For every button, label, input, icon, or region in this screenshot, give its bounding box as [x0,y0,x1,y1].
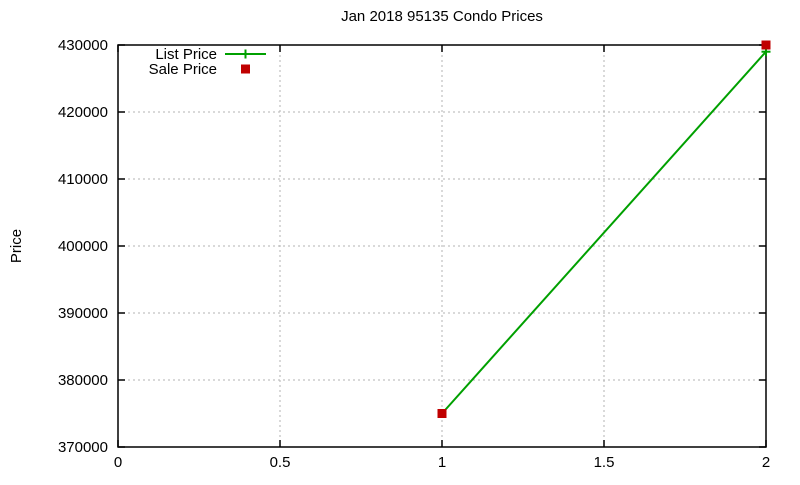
x-tick-label: 2 [762,454,770,471]
tick-labels: 0 0.5 1 1.5 2 370000 380000 390000 400000 410000 4… [58,37,770,471]
plot-border-and-ticks [117,44,767,448]
sale-price-marker [437,409,447,418]
x-tick-label: 0.5 [270,454,291,471]
y-tick-label: 380000 [58,372,108,389]
gridlines [118,45,766,447]
legend-label-sale-price: Sale Price [149,61,217,78]
y-tick-label: 370000 [58,439,108,456]
list-price-line [441,51,767,415]
chart-title: Jan 2018 95135 Condo Prices [341,8,543,25]
y-axis-label: Price [8,229,25,263]
data-series [437,40,771,418]
y-tick-label: 430000 [58,37,108,54]
sale-price-marker [761,40,771,50]
legend-label-list-price: List Price [155,46,217,63]
x-tick-label: 1.5 [594,454,615,471]
y-tick-label: 390000 [58,305,108,322]
y-tick-label: 420000 [58,104,108,121]
y-tick-label: 400000 [58,238,108,255]
x-tick-label: 1 [438,454,446,471]
y-tick-label: 410000 [58,171,108,188]
legend-sample-marker-sale-price [241,64,250,74]
x-tick-label: 0 [114,454,122,471]
